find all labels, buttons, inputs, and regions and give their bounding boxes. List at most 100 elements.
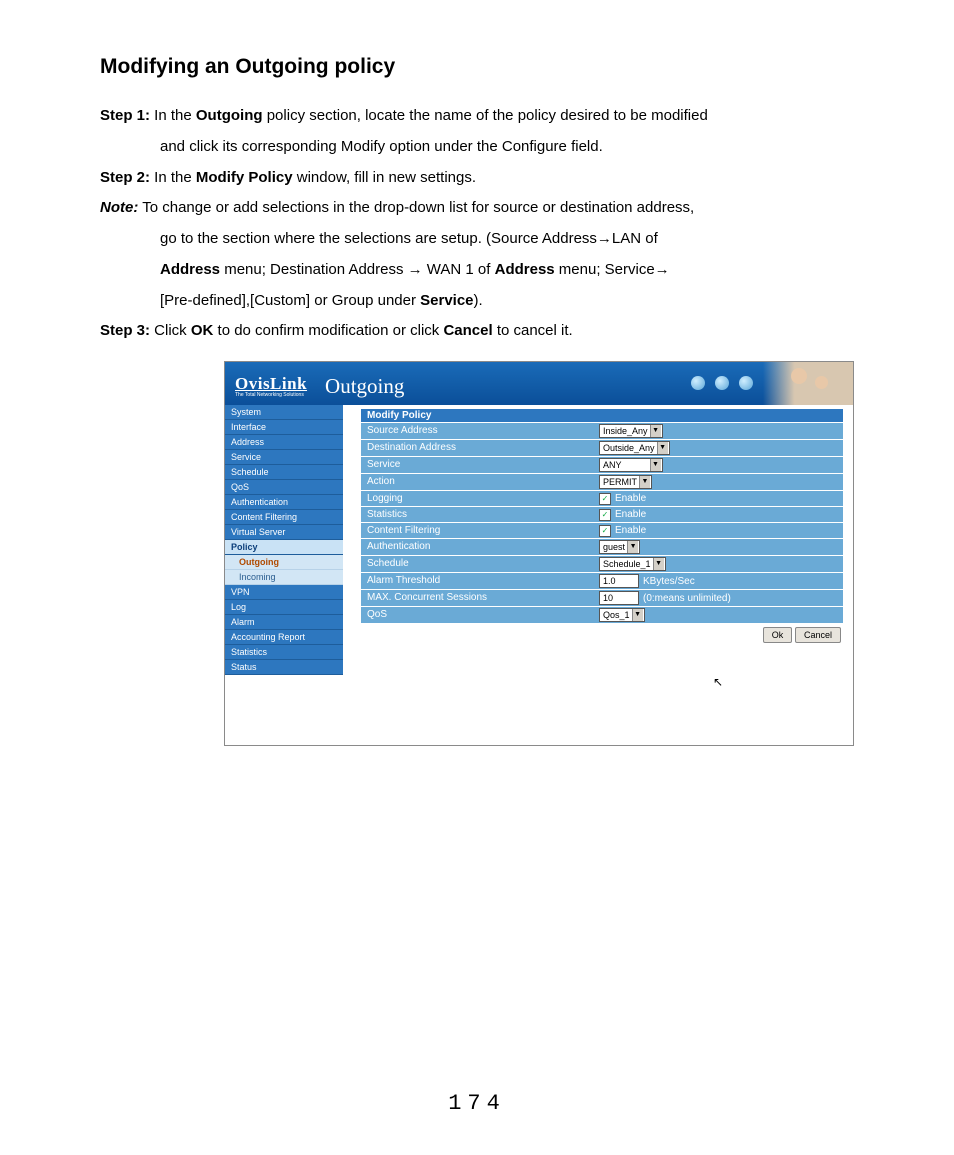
header-photo [763, 362, 853, 405]
step2-text-a: In the [150, 169, 196, 186]
cursor-icon: ↖ [713, 675, 723, 689]
form-label: Service [361, 457, 593, 473]
step2-bold: Modify Policy [196, 169, 293, 186]
form-row: Logging✓ Enable [361, 490, 843, 506]
sidebar-item[interactable]: Status [225, 660, 343, 675]
globe-icon[interactable] [715, 376, 729, 390]
checkbox-label: Enable [615, 508, 646, 521]
checkbox-label: Enable [615, 524, 646, 537]
form-label: Source Address [361, 423, 593, 439]
step3-c: to do confirm modification or click [213, 322, 443, 339]
dropdown[interactable]: PERMIT [599, 475, 652, 489]
app-header: OvisLink The Total Networking Solutions … [225, 362, 853, 405]
dropdown[interactable]: Inside_Any [599, 424, 663, 438]
note-l3-b: menu; Destination Address → WAN 1 of [220, 261, 495, 278]
step1-bold: Outgoing [196, 107, 263, 124]
sidebar-item[interactable]: Statistics [225, 645, 343, 660]
dropdown[interactable]: Schedule_1 [599, 557, 666, 571]
sidebar-item[interactable]: Address [225, 435, 343, 450]
form-control-cell: ✓ Enable [593, 507, 843, 522]
form-row: Content Filtering✓ Enable [361, 522, 843, 538]
form-row: Statistics✓ Enable [361, 506, 843, 522]
step3-label: Step 3: [100, 322, 150, 339]
sidebar-item[interactable]: Service [225, 450, 343, 465]
dropdown[interactable]: Qos_1 [599, 608, 645, 622]
form-control-cell: Outside_Any [593, 440, 843, 456]
form-row: Authentication guest [361, 538, 843, 555]
note-l4-bold: Service [420, 292, 473, 309]
form-control-cell: ✓ Enable [593, 523, 843, 538]
checkbox[interactable]: ✓ [599, 525, 611, 537]
cancel-button[interactable]: Cancel [795, 627, 841, 643]
field-suffix: (0:means unlimited) [643, 592, 731, 605]
form-control-cell: 10 (0:means unlimited) [593, 590, 843, 606]
sidebar-item[interactable]: Log [225, 600, 343, 615]
form-control-cell: guest [593, 539, 843, 555]
note-l4-c: ). [474, 292, 483, 309]
form-row: Action PERMIT [361, 473, 843, 490]
checkbox[interactable]: ✓ [599, 493, 611, 505]
sidebar-item-selected[interactable]: Policy [225, 540, 343, 555]
step1-text-c: policy section, locate the name of the p… [263, 107, 708, 124]
form-label: Logging [361, 491, 593, 506]
form-control-cell: Schedule_1 [593, 556, 843, 572]
form-control-cell: ✓ Enable [593, 491, 843, 506]
note-l3-bold1: Address [160, 261, 220, 278]
form-label: MAX. Concurrent Sessions [361, 590, 593, 606]
form-label: Alarm Threshold [361, 573, 593, 589]
sidebar-item[interactable]: QoS [225, 480, 343, 495]
sidebar-subitem[interactable]: Incoming [225, 570, 343, 585]
form-label: Schedule [361, 556, 593, 572]
sidebar-item[interactable]: Content Filtering [225, 510, 343, 525]
instructions-block: Step 1: In the Outgoing policy section, … [100, 101, 904, 347]
checkbox-label: Enable [615, 492, 646, 505]
form-label: Content Filtering [361, 523, 593, 538]
globe-icon[interactable] [739, 376, 753, 390]
form-control-cell: Inside_Any [593, 423, 843, 439]
step3-e: to cancel it. [493, 322, 573, 339]
step2-text-c: window, fill in new settings. [293, 169, 476, 186]
note-l3-d: menu; Service→ [555, 261, 670, 278]
brand-logo: OvisLink [235, 374, 307, 393]
sidebar-item[interactable]: Accounting Report [225, 630, 343, 645]
step1-label: Step 1: [100, 107, 150, 124]
sidebar-item[interactable]: Interface [225, 420, 343, 435]
form-control-cell: ANY [593, 457, 843, 473]
page-title: Modifying an Outgoing policy [100, 55, 904, 79]
form-control-cell: Qos_1 [593, 607, 843, 623]
form-label: Authentication [361, 539, 593, 555]
form-label: QoS [361, 607, 593, 623]
dropdown[interactable]: ANY [599, 458, 663, 472]
step1-text-a: In the [150, 107, 196, 124]
form-label: Statistics [361, 507, 593, 522]
globe-icon[interactable] [691, 376, 705, 390]
dropdown[interactable]: Outside_Any [599, 441, 670, 455]
step3-bold-cancel: Cancel [443, 322, 492, 339]
sidebar-item[interactable]: Alarm [225, 615, 343, 630]
note-line2: go to the section where the selections a… [100, 224, 904, 255]
text-input[interactable]: 1.0 [599, 574, 639, 588]
form-row: Destination Address Outside_Any [361, 439, 843, 456]
ok-button[interactable]: Ok [763, 627, 793, 643]
sidebar-item[interactable]: Virtual Server [225, 525, 343, 540]
checkbox[interactable]: ✓ [599, 509, 611, 521]
sidebar-nav: SystemInterfaceAddressServiceScheduleQoS… [225, 405, 343, 745]
form-row: Source Address Inside_Any [361, 422, 843, 439]
form-label: Action [361, 474, 593, 490]
sidebar-item[interactable]: Authentication [225, 495, 343, 510]
page-number: 174 [0, 1091, 954, 1146]
form-control-cell: PERMIT [593, 474, 843, 490]
form-row: MAX. Concurrent Sessions 10 (0:means unlim… [361, 589, 843, 606]
form-label: Destination Address [361, 440, 593, 456]
note-text-a: To change or add selections in the drop-… [138, 199, 694, 216]
sidebar-item[interactable]: VPN [225, 585, 343, 600]
sidebar-item[interactable]: Schedule [225, 465, 343, 480]
sidebar-item[interactable]: System [225, 405, 343, 420]
field-suffix: KBytes/Sec [643, 575, 695, 588]
form-row: Alarm Threshold 1.0 KBytes/Sec [361, 572, 843, 589]
dropdown[interactable]: guest [599, 540, 640, 554]
note-l3-bold2: Address [495, 261, 555, 278]
text-input[interactable]: 10 [599, 591, 639, 605]
step2-label: Step 2: [100, 169, 150, 186]
sidebar-subitem-selected[interactable]: Outgoing [225, 555, 343, 570]
